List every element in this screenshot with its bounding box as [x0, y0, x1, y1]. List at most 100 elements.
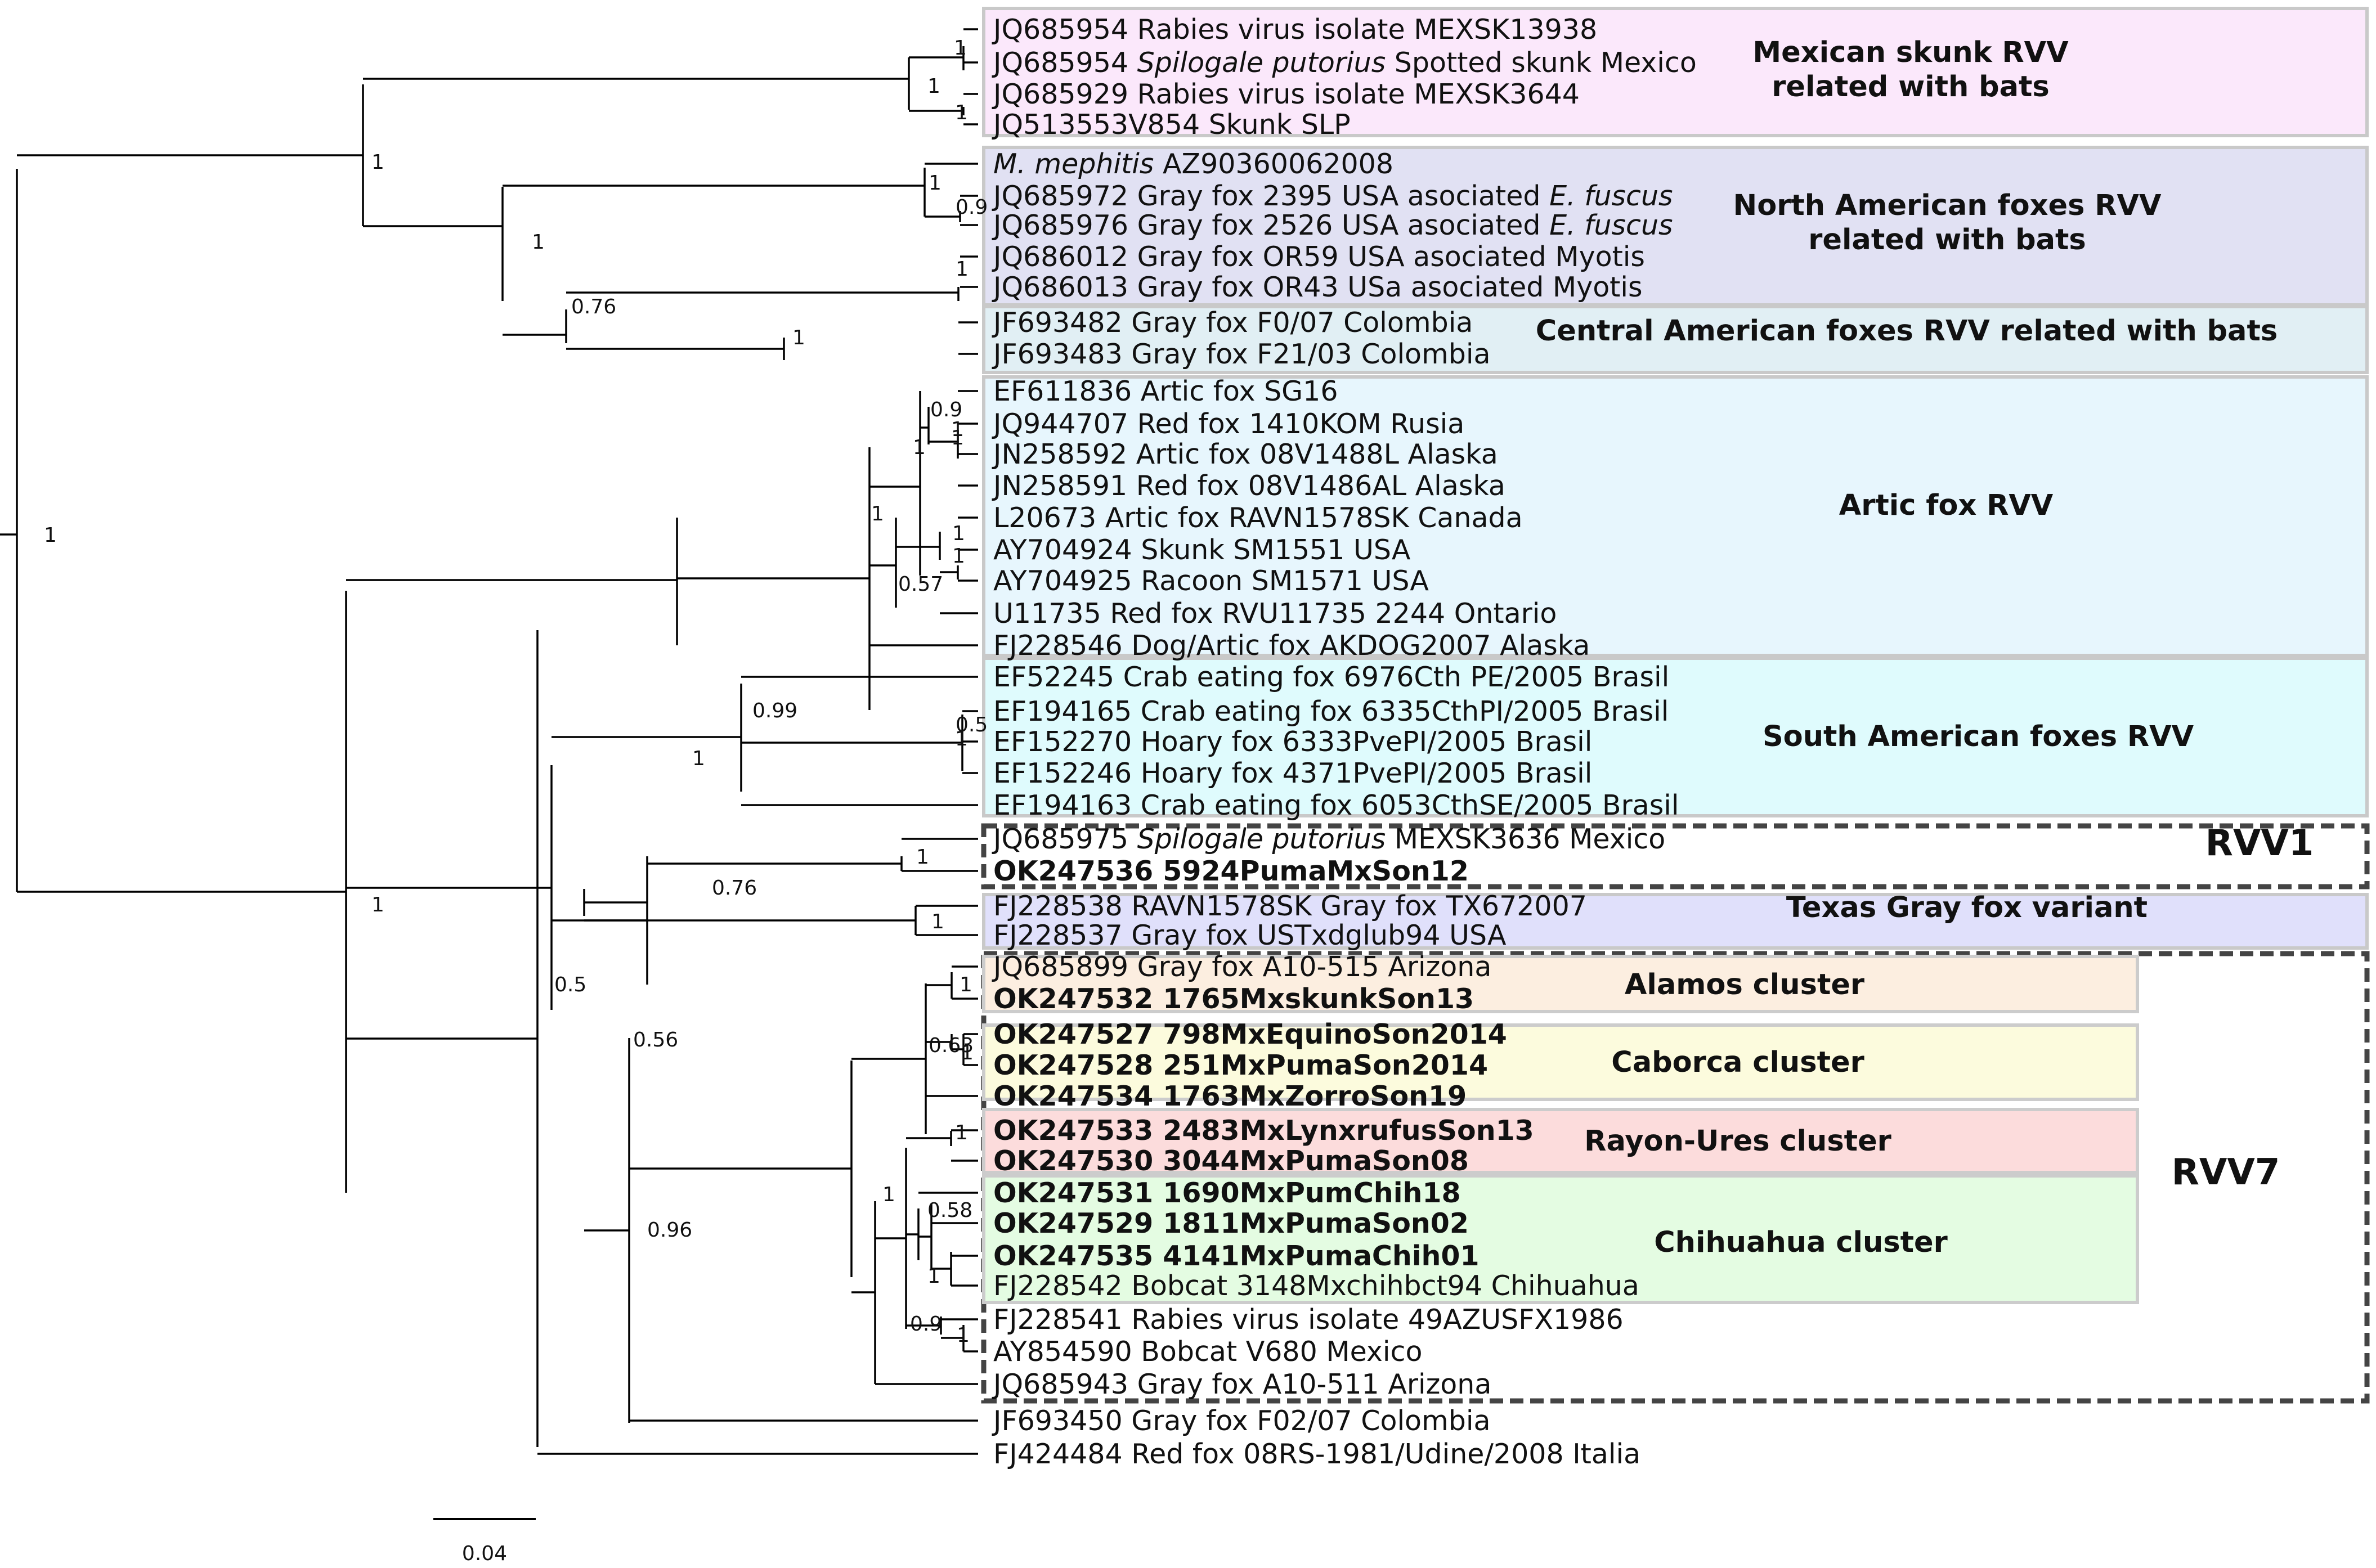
support-value: 1 — [955, 727, 968, 751]
leaf-label-l20: EF52245 Crab eating fox 6976Cth PE/2005 … — [993, 661, 1669, 693]
support-value: 1 — [951, 418, 964, 441]
leaf-label-l34: OK247533 2483MxLynxrufusSon13 — [993, 1115, 1534, 1147]
leaf-label-l37: OK247529 1811MxPumaSon02 — [993, 1207, 1469, 1239]
clade-label-g5-0: RVV1 — [2205, 823, 2314, 864]
cluster-label-c2: Rayon-Ures cluster — [1584, 1125, 1891, 1158]
leaf-label-l41: AY854590 Bobcat V680 Mexico — [993, 1336, 1422, 1368]
cluster-label-c1: Caborca cluster — [1611, 1046, 1864, 1079]
clade-label-g2-0: Central American foxes RVV related with … — [1536, 315, 2278, 348]
leaf-label-l10: JF693483 Gray fox F21/03 Colombia — [992, 338, 1491, 370]
leaf-label-l44: FJ424484 Red fox 08RS-1981/Udine/2008 It… — [993, 1438, 1640, 1470]
leaf-label-l12: JQ944707 Red fox 1410KOM Rusia — [992, 408, 1464, 440]
clade-label-g0-1: related with bats — [1772, 70, 2050, 104]
clade-box-g3 — [982, 375, 2369, 657]
clade-box-g0 — [982, 7, 2369, 137]
support-value: 0.96 — [647, 1219, 692, 1242]
leaf-label-l14: JN258591 Red fox 08V1486AL Alaska — [992, 470, 1505, 502]
leaf-label-l7: JQ686012 Gray fox OR59 USA asociated Myo… — [992, 241, 1645, 273]
support-value: 1 — [882, 1183, 895, 1206]
leaf-label-l40: FJ228541 Rabies virus isolate 49AZUSFX19… — [993, 1304, 1624, 1336]
support-value: 0.57 — [898, 573, 943, 596]
support-value: 0.76 — [712, 877, 757, 900]
support-value: 1 — [952, 545, 965, 568]
support-value: 0.9 — [930, 398, 962, 421]
cluster-box-c1 — [982, 1023, 2139, 1101]
support-value: 0.9 — [910, 1313, 942, 1336]
leaf-label-l25: JQ685975 Spilogale putorius MEXSK3636 Me… — [992, 823, 1665, 855]
leaf-label-l31: OK247527 798MxEquinoSon2014 — [993, 1018, 1507, 1050]
cluster-label-c3: Chihuahua cluster — [1654, 1226, 1948, 1259]
leaf-label-l21: EF194165 Crab eating fox 6335CthPI/2005 … — [993, 695, 1669, 727]
support-value: 1 — [371, 151, 384, 174]
support-value: 1 — [532, 231, 545, 254]
support-value: 1 — [955, 101, 968, 124]
support-value: 0.99 — [752, 699, 797, 722]
leaf-label-l26: OK247536 5924PumaMxSon12 — [993, 855, 1469, 887]
support-value: 0.5 — [956, 713, 988, 736]
leaf-label-l19: FJ228546 Dog/Artic fox AKDOG2007 Alaska — [993, 630, 1590, 662]
leaf-label-l18: U11735 Red fox RVU11735 2244 Ontario — [993, 597, 1557, 630]
support-value: 1 — [371, 893, 384, 916]
clade-label-g6-0: Texas Gray fox variant — [1786, 891, 2148, 924]
support-value: 0.5 — [554, 973, 586, 996]
support-value: 1 — [960, 973, 972, 996]
support-value: 1 — [931, 910, 944, 933]
support-value: 1 — [913, 436, 926, 459]
leaf-label-l17: AY704925 Racoon SM1571 USA — [993, 565, 1429, 597]
leaf-label-l30: OK247532 1765MxskunkSon13 — [993, 983, 1474, 1015]
leaf-label-l16: AY704924 Skunk SM1551 USA — [993, 534, 1411, 566]
support-value: 1 — [952, 522, 965, 545]
cluster-box-c3 — [982, 1174, 2139, 1304]
leaf-label-l13: JN258592 Artic fox 08V1488L Alaska — [992, 438, 1498, 470]
support-value: 0.76 — [571, 295, 616, 318]
leaf-label-l39: FJ228542 Bobcat 3148Mxchihbct94 Chihuahu… — [993, 1270, 1639, 1302]
leaf-label-l28: FJ228537 Gray fox USTxdglub94 USA — [993, 919, 1507, 951]
support-value: 0.9 — [956, 196, 988, 219]
support-value: 1 — [951, 426, 964, 450]
leaf-label-l33: OK247534 1763MxZorroSon19 — [993, 1080, 1467, 1112]
support-value: 1 — [956, 258, 969, 281]
clade-label-g4-0: South American foxes RVV — [1763, 720, 2194, 753]
clade-label-g3-0: Artic fox RVV — [1839, 489, 2054, 522]
leaf-label-l2: JQ685929 Rabies virus isolate MEXSK3644 — [992, 78, 1580, 110]
support-value: 1 — [927, 75, 940, 98]
clade-box-g1 — [982, 146, 2369, 307]
leaf-label-l9: JF693482 Gray fox F0/07 Colombia — [992, 307, 1473, 339]
leaf-label-l27: FJ228538 RAVN1578SK Gray fox TX672007 — [993, 890, 1587, 922]
leaf-label-l36: OK247531 1690MxPumChih18 — [993, 1177, 1461, 1209]
leaf-label-l8: JQ686013 Gray fox OR43 USa asociated Myo… — [992, 271, 1643, 303]
support-value: 1 — [792, 326, 805, 349]
leaf-label-l22: EF152270 Hoary fox 6333PvePI/2005 Brasil — [993, 726, 1592, 758]
clade-label-g1-1: related with bats — [1808, 223, 2086, 257]
clade-label-g7-0: RVV7 — [2172, 1152, 2280, 1193]
cluster-box-c2 — [982, 1108, 2139, 1174]
support-value: 1 — [916, 846, 929, 869]
clade-label-g1-0: North American foxes RVV — [1733, 189, 2162, 222]
support-value: 0.63 — [929, 1034, 974, 1057]
support-value-root: 1 — [44, 524, 57, 547]
clade-box-g4 — [982, 657, 2369, 817]
support-value: 1 — [955, 1121, 968, 1144]
cluster-box-c0 — [982, 955, 2139, 1013]
support-value: 1 — [692, 747, 705, 770]
support-value: 0.58 — [927, 1199, 972, 1222]
support-value: 1 — [957, 1324, 970, 1347]
leaf-label-l4: M. mephitis AZ90360062008 — [993, 148, 1393, 180]
leaf-label-l11: EF611836 Artic fox SG16 — [993, 375, 1338, 407]
support-value: 1 — [929, 172, 942, 195]
leaf-label-l23: EF152246 Hoary fox 4371PvePI/2005 Brasil — [993, 757, 1592, 789]
leaf-label-l0: JQ685954 Rabies virus isolate MEXSK13938 — [992, 14, 1597, 46]
clade-box-g2 — [982, 305, 2369, 374]
leaf-label-l43: JF693450 Gray fox F02/07 Colombia — [992, 1405, 1491, 1437]
leaf-label-l3: JQ513553V854 Skunk SLP — [992, 109, 1351, 141]
support-value: 1 — [954, 37, 967, 60]
leaf-label-l35: OK247530 3044MxPumaSon08 — [993, 1145, 1469, 1177]
leaf-label-l29: JQ685899 Gray fox A10-515 Arizona — [992, 951, 1491, 983]
leaf-label-l6: JQ685976 Gray fox 2526 USA asociated E. … — [992, 209, 1673, 241]
leaf-label-l15: L20673 Artic fox RAVN1578SK Canada — [993, 502, 1523, 534]
tree-branches — [0, 28, 978, 1455]
leaf-label-l1: JQ685954 Spilogale putorius Spotted skun… — [992, 47, 1697, 79]
support-value: 1 — [961, 1041, 974, 1064]
